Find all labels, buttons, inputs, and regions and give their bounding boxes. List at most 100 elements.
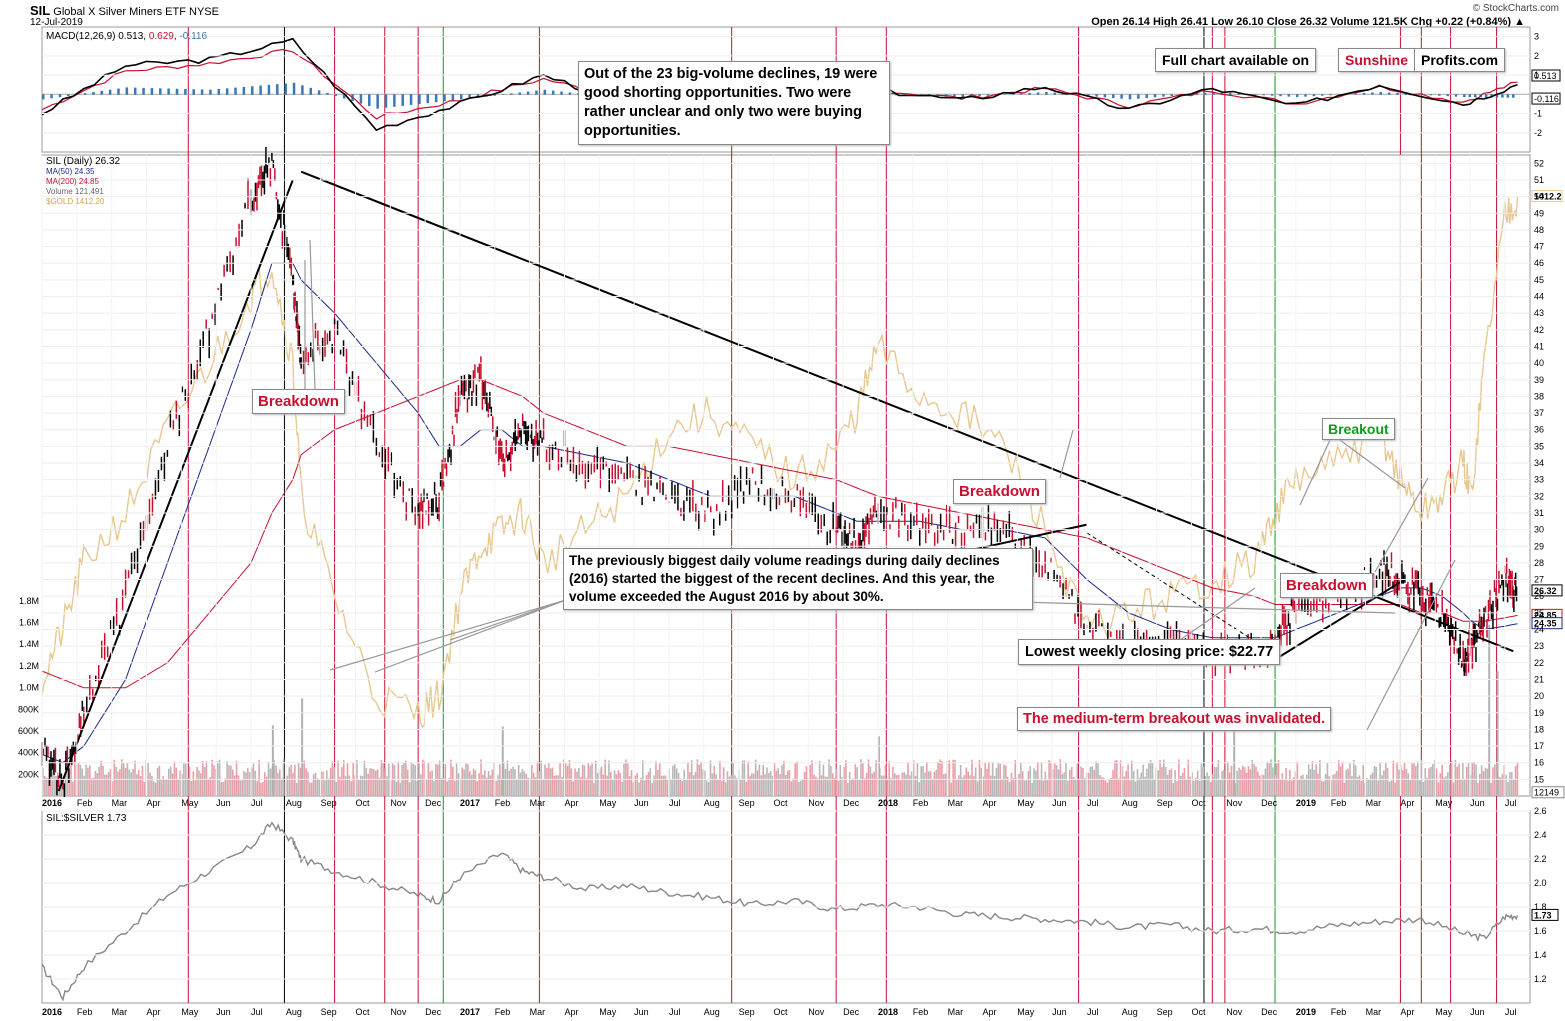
volume-bar — [233, 775, 236, 796]
volume-bar — [1046, 780, 1048, 796]
price-y-tick-31: 21 — [1534, 674, 1544, 684]
macd-hist-bar — [225, 88, 229, 95]
macd-hist-bar — [342, 94, 346, 99]
volume-bar — [359, 775, 362, 796]
volume-bar — [651, 782, 654, 796]
volume-bar — [1194, 777, 1197, 796]
x-tick-bottom-20: Sep — [739, 1007, 755, 1017]
volume-bar — [124, 767, 127, 796]
x-tick-bottom-6: Jul — [251, 1007, 263, 1017]
volume-bar — [869, 766, 872, 796]
volume-bar — [555, 775, 558, 796]
brand-part2: Profits.com — [1421, 52, 1499, 68]
volume-bar — [369, 768, 371, 796]
volume-bar — [386, 776, 388, 796]
volume-bar — [781, 765, 783, 796]
volume-bar — [92, 777, 95, 796]
volume-bar — [1236, 770, 1238, 796]
volume-bar — [282, 759, 285, 796]
volume-bar — [1063, 772, 1065, 796]
volume-bar — [589, 765, 591, 796]
volume-bar — [237, 775, 240, 796]
volume-bar — [1038, 779, 1041, 796]
volume-bar — [957, 775, 960, 796]
volume-bar — [822, 764, 825, 796]
volume-bar — [350, 781, 353, 796]
macd-hist-bar — [1162, 94, 1165, 97]
volume-bar — [758, 764, 761, 796]
price-y-tick-6: 46 — [1534, 258, 1544, 268]
volume-bar — [408, 782, 411, 796]
volume-bar — [1305, 774, 1308, 796]
x-tick-bottom-3: Apr — [146, 1007, 160, 1017]
volume-bar — [1140, 772, 1143, 796]
volume-bar — [474, 770, 477, 796]
x-tick-23: Dec — [843, 798, 860, 808]
volume-bar — [690, 760, 693, 796]
volume-bar — [278, 769, 281, 796]
volume-bar — [1117, 778, 1120, 796]
volume-bar — [440, 777, 443, 796]
volume-bar — [1136, 769, 1139, 796]
macd-y-tick-1: 2 — [1534, 51, 1539, 61]
macd-hist-bar — [1387, 92, 1391, 95]
volume-bar — [173, 761, 176, 796]
macd-hist-bar — [1362, 92, 1366, 95]
volume-bar — [231, 769, 234, 796]
volume-bar — [894, 773, 896, 796]
volume-bar — [527, 777, 529, 796]
volume-bar — [912, 760, 915, 796]
volume-bar — [1465, 766, 1468, 796]
volume-bar — [1369, 774, 1372, 796]
volume-bar — [1324, 773, 1327, 796]
callout-line-6 — [1374, 477, 1429, 573]
volume-bar — [769, 771, 772, 796]
volume-bar — [696, 759, 699, 796]
volume-bar — [335, 781, 338, 796]
volume-bar — [295, 782, 298, 796]
volume-bar — [647, 771, 650, 796]
volume-bar — [478, 773, 480, 796]
volume-bar — [918, 782, 921, 796]
volume-bar — [504, 769, 507, 796]
macd-hist-bar — [1170, 94, 1174, 96]
x-tick-bottom-7: Aug — [286, 1007, 302, 1017]
volume-bar — [760, 775, 763, 796]
volume-bar — [303, 760, 306, 796]
volume-bar — [120, 759, 123, 796]
macd-hist-bar — [200, 89, 204, 95]
ratio-y-tick-6: 1.4 — [1534, 950, 1547, 960]
volume-bar — [532, 772, 535, 796]
x-tick-bottom-29: Jun — [1052, 1007, 1067, 1017]
volume-bar — [581, 764, 584, 796]
volume-bar — [685, 779, 687, 796]
macd-hist-bar — [551, 90, 555, 95]
macd-hist-bar — [1473, 94, 1477, 98]
volume-bar — [420, 774, 422, 796]
macd-hist-bar — [1454, 94, 1458, 97]
x-tick-bottom-5: Jun — [216, 1007, 231, 1017]
volume-bar — [662, 775, 665, 796]
volume-bar — [1494, 764, 1496, 796]
volume-bar — [1401, 770, 1404, 796]
macd-hist-bar — [1396, 92, 1399, 95]
macd-hist-bar — [334, 94, 338, 96]
volume-bar — [181, 773, 183, 796]
macd-y-tick-0: 3 — [1534, 32, 1539, 42]
breakdown-label-2: Breakdown — [953, 479, 1046, 504]
volume-bar — [886, 780, 889, 796]
volume-bar — [81, 768, 84, 796]
volume-bar — [376, 769, 379, 796]
x-tick-bottom-24: 2018 — [878, 1007, 898, 1017]
volume-bar — [835, 768, 838, 796]
x-tick-9: Oct — [355, 798, 370, 808]
volume-bar — [104, 774, 106, 796]
volume-bar — [542, 779, 544, 796]
volume-bar — [220, 782, 223, 796]
volume-bar — [467, 763, 469, 796]
volume-bar — [875, 760, 877, 796]
price-y-tick-27: 25 — [1534, 608, 1544, 618]
volume-bar — [198, 770, 200, 796]
macd-hist-bar — [108, 89, 112, 95]
volume-bar — [841, 777, 843, 796]
